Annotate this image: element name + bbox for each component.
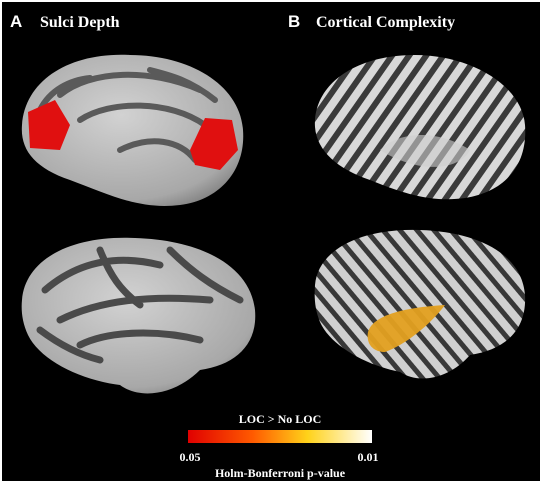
panel-title: Sulci Depth [40, 14, 120, 31]
panel-letter: B [288, 12, 300, 31]
colorbar-label: 0.01 [358, 450, 379, 464]
colorbar [188, 430, 372, 443]
colorbar-label: 0.05 [180, 450, 201, 464]
colorbar-caption: Holm-Bonferroni p-value [215, 466, 346, 480]
colorbar-title: LOC > No LOC [239, 412, 322, 426]
panel-letter: A [10, 12, 22, 31]
figure: A Sulci Depth B Cortical Complexity LOC … [0, 0, 542, 483]
panel-title: Cortical Complexity [316, 14, 455, 31]
